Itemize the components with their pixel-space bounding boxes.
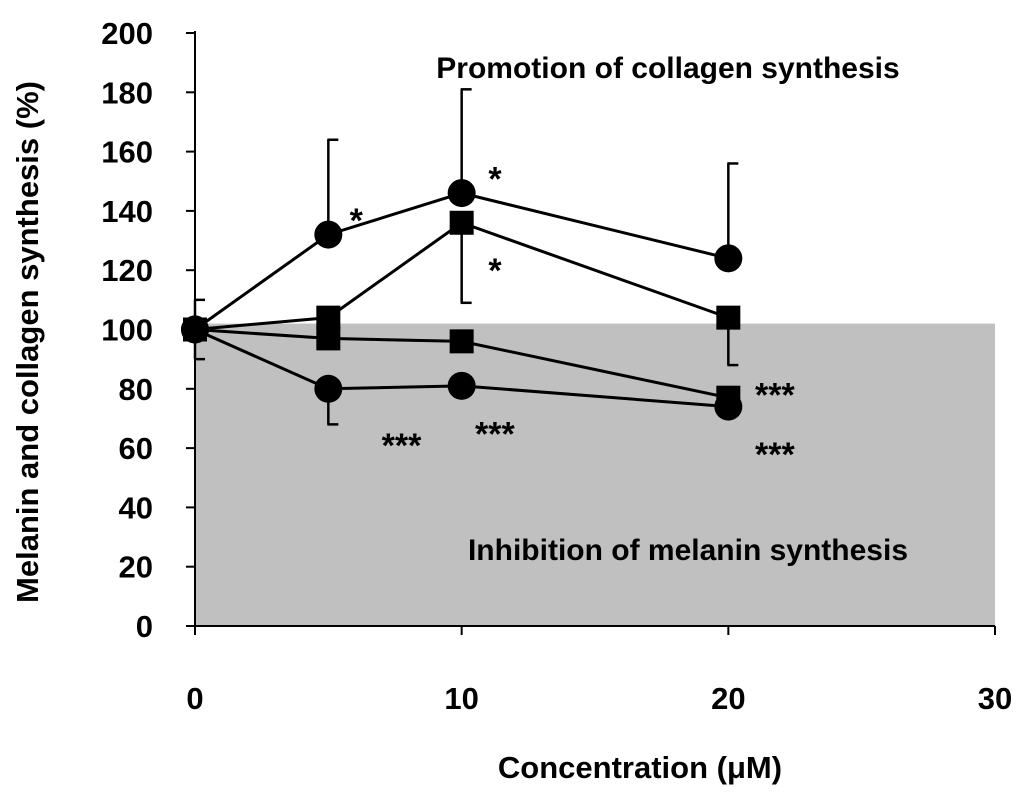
y-axis-label: Melanin and collagen synthesis (%) <box>10 81 45 603</box>
significance-marker: * <box>488 160 502 198</box>
series-line <box>194 191 729 331</box>
significance-marker: *** <box>755 436 795 474</box>
data-point <box>316 305 341 330</box>
y-tick-label: 140 <box>101 194 153 229</box>
y-tick-label: 80 <box>119 372 153 407</box>
significance-marker: *** <box>382 427 422 465</box>
annotations: ****** ********* <box>350 160 796 474</box>
y-tick-label: 160 <box>101 135 153 170</box>
significance-marker: *** <box>755 377 795 415</box>
series-line <box>194 221 729 331</box>
y-tick-label: 120 <box>101 253 153 288</box>
significance-marker: *** <box>475 415 515 453</box>
data-point <box>314 374 343 403</box>
data-point <box>714 392 743 421</box>
x-tick-label: 0 <box>186 681 203 716</box>
data-point <box>714 244 743 273</box>
significance-marker: * <box>488 252 502 290</box>
data-point <box>181 315 209 344</box>
series-group <box>181 88 743 426</box>
data-point <box>716 305 741 330</box>
y-tick-label: 60 <box>119 431 153 466</box>
series-2 <box>183 210 741 367</box>
y-tick-label: 40 <box>119 490 153 525</box>
data-point <box>449 329 474 354</box>
x-tick-label: 30 <box>978 681 1012 716</box>
series-4 <box>181 315 743 426</box>
y-tick-label: 20 <box>119 550 153 585</box>
y-tick-label: 180 <box>101 75 153 110</box>
data-point <box>449 210 474 235</box>
x-tick-label: 20 <box>711 681 745 716</box>
significance-marker: * <box>350 202 364 240</box>
y-tick-label: 0 <box>136 609 153 644</box>
y-tick-label: 100 <box>101 313 153 348</box>
tick-labels: 0 20 40 60 80 100 120 140 160 180 200 0 10 20 30 <box>101 16 1012 716</box>
axes <box>186 31 996 635</box>
series-line <box>194 328 729 400</box>
inhibition-region-label: Inhibition of melanin synthesis <box>468 534 908 567</box>
data-point <box>316 326 341 351</box>
x-axis-label: Concentration (μM) <box>498 750 782 785</box>
promotion-region-label: Promotion of collagen synthesis <box>436 52 899 85</box>
series-line <box>194 328 729 409</box>
y-tick-label: 200 <box>101 16 153 51</box>
series-1 <box>181 88 743 344</box>
x-tick-label: 10 <box>444 681 478 716</box>
inhibition-shaded-region <box>195 323 995 626</box>
data-point <box>447 371 476 400</box>
data-point <box>314 220 343 249</box>
data-point <box>447 179 476 208</box>
